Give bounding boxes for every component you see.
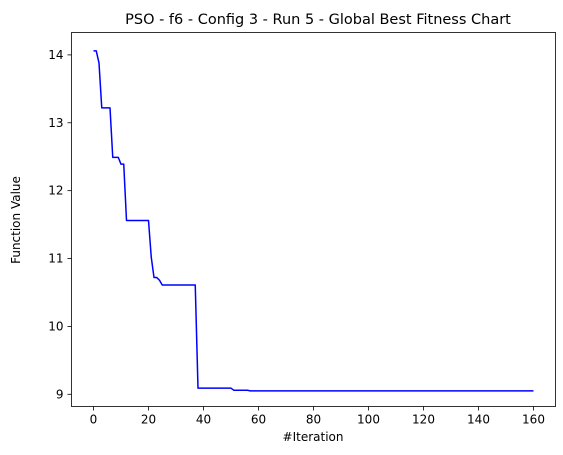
- x-tick-label: 140: [467, 413, 490, 427]
- y-tick-label: 9: [56, 387, 64, 401]
- x-tick-label: 160: [522, 413, 545, 427]
- series-line-0: [93, 50, 534, 392]
- y-tick-label: 12: [48, 184, 63, 198]
- plot-area: [71, 32, 556, 407]
- y-tick-label: 11: [48, 252, 63, 266]
- y-tick-label: 14: [48, 48, 63, 62]
- y-tick-label: 10: [48, 319, 63, 333]
- y-axis-label: Function Value: [9, 176, 23, 264]
- y-tick-label: 13: [48, 116, 63, 130]
- x-tick-label: 80: [306, 413, 321, 427]
- x-tick-label: 20: [141, 413, 156, 427]
- x-axis: 0 20 40 60 80 100 120 140 160: [90, 406, 545, 427]
- y-axis: 9 10 11 12 13 14: [48, 48, 72, 401]
- x-tick-label: 0: [90, 413, 98, 427]
- x-tick-label: 120: [412, 413, 435, 427]
- chart-title: PSO - f6 - Config 3 - Run 5 - Global Bes…: [125, 12, 511, 28]
- x-axis-label: #Iteration: [283, 430, 344, 444]
- x-tick-label: 100: [357, 413, 380, 427]
- x-tick-label: 40: [196, 413, 211, 427]
- series-layer: [93, 50, 534, 392]
- x-tick-label: 60: [251, 413, 266, 427]
